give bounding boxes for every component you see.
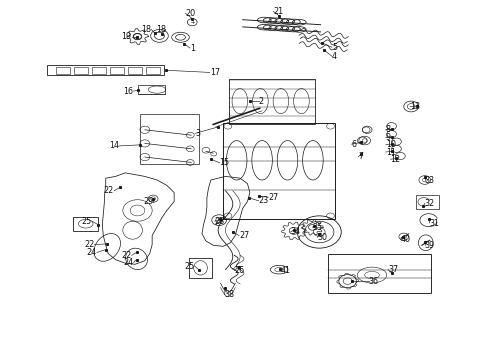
Text: 28: 28	[215, 217, 225, 226]
Text: 27: 27	[239, 231, 249, 240]
Text: 6: 6	[351, 140, 357, 149]
Text: 3: 3	[195, 129, 200, 138]
Text: 12: 12	[391, 155, 401, 164]
Text: 24: 24	[123, 258, 134, 267]
Bar	[92, 67, 106, 74]
Text: 26: 26	[234, 266, 245, 275]
Text: 10: 10	[386, 140, 396, 149]
Text: 13: 13	[410, 102, 420, 111]
Bar	[328, 253, 431, 293]
Bar	[223, 123, 335, 220]
Text: 16: 16	[123, 86, 134, 95]
Text: 18: 18	[141, 25, 151, 34]
Text: 8: 8	[386, 125, 391, 134]
Bar	[229, 79, 315, 123]
Text: 18: 18	[156, 25, 166, 34]
Bar	[56, 67, 70, 74]
Text: 7: 7	[358, 152, 364, 161]
Text: 19: 19	[122, 32, 132, 41]
Bar	[47, 65, 164, 75]
Bar	[140, 114, 198, 164]
Text: 17: 17	[210, 68, 220, 77]
Text: 35: 35	[313, 223, 322, 232]
Text: 22: 22	[122, 251, 132, 260]
Text: 38: 38	[224, 290, 235, 299]
Bar	[189, 258, 212, 278]
Text: 15: 15	[220, 158, 230, 167]
Text: 1: 1	[190, 44, 195, 53]
Bar	[416, 195, 440, 209]
Text: 14: 14	[109, 141, 119, 150]
Text: 40: 40	[400, 235, 411, 244]
Text: 39: 39	[425, 241, 435, 250]
Text: 21: 21	[273, 7, 283, 16]
Text: 22: 22	[104, 186, 114, 195]
Text: 2: 2	[259, 96, 264, 105]
Text: 20: 20	[185, 9, 196, 18]
Text: 25: 25	[82, 217, 92, 226]
Text: 23: 23	[259, 196, 269, 205]
Text: 36: 36	[368, 276, 379, 285]
Text: 5: 5	[332, 43, 337, 52]
Text: 25: 25	[184, 262, 195, 271]
Text: 22: 22	[84, 240, 95, 249]
Text: 27: 27	[269, 193, 279, 202]
Bar	[128, 67, 142, 74]
Bar	[139, 85, 165, 94]
Text: 30: 30	[318, 233, 327, 242]
Text: 41: 41	[281, 266, 291, 275]
Text: 24: 24	[87, 248, 97, 257]
Text: 32: 32	[425, 199, 435, 208]
Text: 29: 29	[143, 197, 153, 206]
Bar	[147, 67, 160, 74]
Text: 31: 31	[430, 219, 440, 228]
Text: 37: 37	[388, 265, 398, 274]
Text: 9: 9	[386, 133, 391, 142]
Bar	[110, 67, 124, 74]
Bar	[73, 217, 98, 231]
Text: 33: 33	[425, 176, 435, 185]
Bar	[74, 67, 88, 74]
Text: 4: 4	[332, 52, 337, 61]
Text: 34: 34	[291, 228, 300, 237]
Text: 11: 11	[386, 148, 396, 157]
